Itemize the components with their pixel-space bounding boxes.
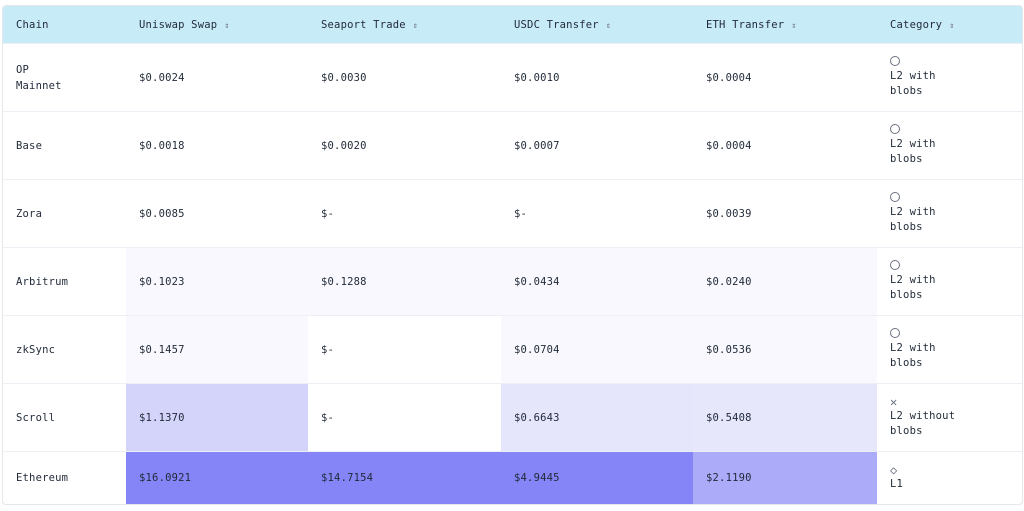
usdc-transfer-cell: $0.0704 (501, 315, 693, 384)
sort-icon[interactable]: ⇕ (224, 21, 230, 30)
chain-cell: zkSync (3, 315, 126, 384)
eth-transfer-cell: $0.5408 (693, 383, 877, 452)
uniswap-swap-cell: $1.1370 (126, 383, 308, 452)
seaport-trade-cell: $- (308, 383, 501, 452)
chain-cell: Ethereum (3, 451, 126, 504)
category-cell: L2 with blobs (877, 111, 1022, 180)
sort-icon[interactable]: ⇕ (412, 21, 419, 30)
seaport-trade-cell: $0.1288 (308, 247, 501, 316)
category-cell: L2 with blobs (877, 43, 1022, 112)
uniswap-swap-cell: $0.0024 (126, 43, 308, 112)
seaport-trade-cell: $- (308, 179, 501, 248)
eth-transfer-cell: $0.0536 (693, 315, 877, 384)
gas-cost-table: Chain Uniswap Swap ⇕ Seaport Trade ⇕ USDC … (2, 5, 1023, 505)
seaport-trade-cell: $- (308, 315, 501, 384)
category-cell: L2 with blobs (877, 247, 1022, 316)
circle-icon (890, 124, 1022, 137)
diamond-icon: ◇ (890, 462, 898, 477)
chain-cell: Scroll (3, 383, 126, 452)
uniswap-swap-cell: $0.1023 (126, 247, 308, 316)
seaport-trade-cell: $0.0030 (308, 43, 501, 112)
circle-icon (890, 56, 1022, 69)
eth-transfer-cell: $0.0004 (693, 43, 877, 112)
sort-icon[interactable]: ⇕ (605, 21, 612, 30)
column-header-seaport-trade[interactable]: Seaport Trade ⇕ (308, 6, 501, 44)
usdc-transfer-cell: $0.0010 (501, 43, 693, 112)
column-header-chain: Chain (3, 6, 126, 44)
category-cell: L2 with blobs (877, 315, 1022, 384)
circle-icon (890, 260, 1022, 273)
x-icon: ✕ (890, 395, 898, 409)
usdc-transfer-cell: $0.0007 (501, 111, 693, 180)
seaport-trade-cell: $0.0020 (308, 111, 501, 180)
eth-transfer-cell: $0.0004 (693, 111, 877, 180)
circle-icon (890, 192, 1022, 205)
eth-transfer-cell: $0.0039 (693, 179, 877, 248)
table-row: zkSync $0.1457 $- $0.0704 $0.0536 L2 wit… (3, 315, 1022, 384)
usdc-transfer-cell: $0.0434 (501, 247, 693, 316)
usdc-transfer-cell: $- (501, 179, 693, 248)
table-row: Arbitrum $0.1023 $0.1288 $0.0434 $0.0240… (3, 247, 1022, 316)
chain-cell: Zora (3, 179, 126, 248)
chain-cell: Arbitrum (3, 247, 126, 316)
category-cell: ✕ L2 without blobs (877, 383, 1022, 452)
table-row: Base $0.0018 $0.0020 $0.0007 $0.0004 L2 … (3, 111, 1022, 180)
uniswap-swap-cell: $16.0921 (126, 451, 308, 504)
category-cell: L2 with blobs (877, 179, 1022, 248)
column-header-usdc-transfer[interactable]: USDC Transfer ⇕ (501, 6, 693, 44)
circle-icon (890, 328, 1022, 341)
table-header-row: Chain Uniswap Swap ⇕ Seaport Trade ⇕ USDC … (3, 6, 1022, 44)
column-header-eth-transfer[interactable]: ETH Transfer ⇕ (693, 6, 877, 44)
uniswap-swap-cell: $0.0018 (126, 111, 308, 180)
sort-icon[interactable]: ⇕ (791, 21, 797, 30)
eth-transfer-cell: $2.1190 (693, 451, 877, 504)
table-row: OP Mainnet $0.0024 $0.0030 $0.0010 $0.00… (3, 43, 1022, 112)
uniswap-swap-cell: $0.1457 (126, 315, 308, 384)
chain-cell: Base (3, 111, 126, 180)
sort-icon[interactable]: ⇕ (949, 21, 955, 30)
table-row: Scroll $1.1370 $- $0.6643 $0.5408 ✕ L2 wi… (3, 383, 1022, 452)
column-header-category[interactable]: Category ⇕ (877, 6, 1022, 44)
seaport-trade-cell: $14.7154 (308, 451, 501, 504)
category-cell: ◇ L1 (877, 451, 1022, 504)
usdc-transfer-cell: $4.9445 (501, 451, 693, 504)
table-row: Ethereum $16.0921 $14.7154 $4.9445 $2.11… (3, 451, 1022, 504)
uniswap-swap-cell: $0.0085 (126, 179, 308, 248)
chain-cell: OP Mainnet (3, 43, 126, 112)
column-header-uniswap-swap[interactable]: Uniswap Swap ⇕ (126, 6, 308, 44)
usdc-transfer-cell: $0.6643 (501, 383, 693, 452)
table-row: Zora $0.0085 $- $- $0.0039 L2 with blobs (3, 179, 1022, 248)
eth-transfer-cell: $0.0240 (693, 247, 877, 316)
